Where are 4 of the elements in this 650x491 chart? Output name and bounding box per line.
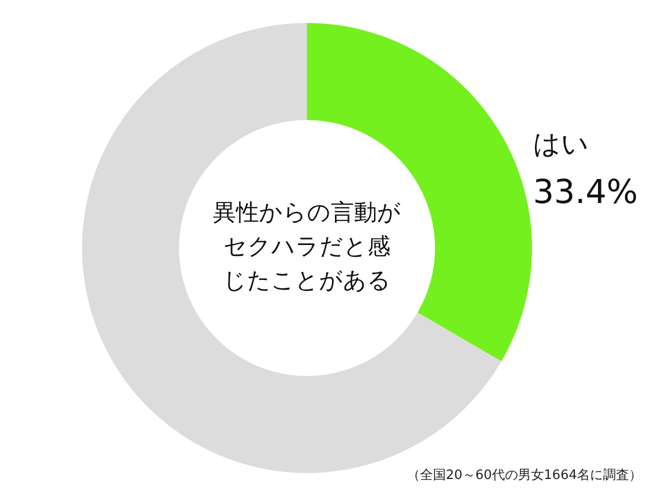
text: 異性からの言動がセクハラだと感じたことがある xyxy=(212,199,402,296)
slice-label: はい xyxy=(533,129,589,160)
data-label: 33.4% xyxy=(533,172,638,211)
text: （全国20～60代の男女1664名に調査） xyxy=(406,468,642,483)
